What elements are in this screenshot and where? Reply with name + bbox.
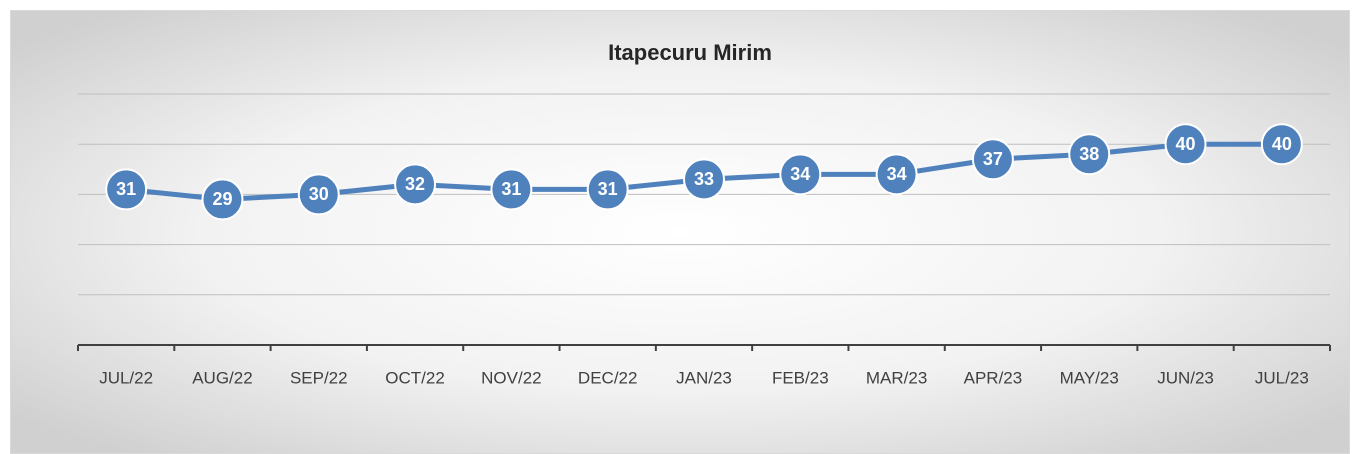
x-tick-label: JUN/23	[1157, 368, 1214, 387]
data-label: 30	[309, 184, 329, 204]
x-tick-label: JAN/23	[676, 368, 732, 387]
data-label: 40	[1176, 134, 1196, 154]
data-point	[105, 168, 148, 211]
data-point	[971, 138, 1014, 181]
data-label: 31	[598, 179, 618, 199]
x-tick-label: JUL/23	[1255, 368, 1309, 387]
data-point	[586, 168, 629, 211]
x-tick-label: MAY/23	[1060, 368, 1119, 387]
x-tick-label: SEP/22	[290, 368, 348, 387]
data-point	[1068, 133, 1111, 176]
x-tick-label: AUG/22	[192, 368, 252, 387]
data-label: 31	[501, 179, 521, 199]
x-tick-label: DEC/22	[578, 368, 638, 387]
data-label: 34	[887, 164, 907, 184]
data-label: 38	[1079, 144, 1099, 164]
data-label: 31	[116, 179, 136, 199]
x-tick-label: JUL/22	[99, 368, 153, 387]
data-point	[1164, 123, 1207, 166]
data-label: 34	[790, 164, 810, 184]
data-label: 37	[983, 149, 1003, 169]
data-point	[779, 153, 822, 196]
data-point	[875, 153, 918, 196]
data-label: 33	[694, 169, 714, 189]
x-tick-label: OCT/22	[385, 368, 445, 387]
data-point	[394, 163, 437, 206]
data-point	[490, 168, 533, 211]
data-point	[1260, 123, 1303, 166]
data-label: 40	[1272, 134, 1292, 154]
data-label: 32	[405, 174, 425, 194]
chart-title: Itapecuru Mirim	[608, 40, 772, 65]
chart-background	[10, 10, 1350, 454]
x-tick-label: FEB/23	[772, 368, 829, 387]
x-tick-label: APR/23	[964, 368, 1023, 387]
data-point	[683, 158, 725, 201]
data-point	[297, 173, 340, 216]
data-point	[201, 178, 244, 221]
data-label: 29	[212, 189, 232, 209]
x-tick-label: NOV/22	[481, 368, 541, 387]
x-tick-label: MAR/23	[866, 368, 927, 387]
